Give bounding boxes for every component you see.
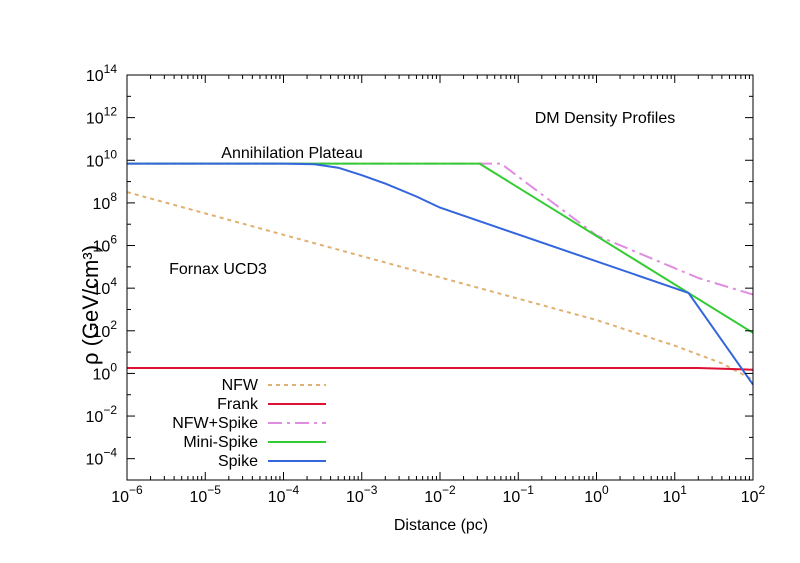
y-tick-label: 1012 <box>86 105 117 128</box>
y-tick-label: 1014 <box>86 62 117 85</box>
y-tick-label: 108 <box>93 190 118 213</box>
x-tick-label: 10−2 <box>424 483 456 506</box>
x-tick-label: 10−6 <box>111 483 143 506</box>
annotation-plateau: Annihilation Plateau <box>221 145 362 162</box>
legend-label: Mini-Spike <box>183 434 258 451</box>
y-tick-label: 100 <box>93 360 118 383</box>
chart-title: DM Density Profiles <box>535 110 675 127</box>
legend-label: Frank <box>217 396 259 413</box>
legend-label: Spike <box>218 453 258 470</box>
x-tick-label: 10−1 <box>503 483 535 506</box>
series-line-nfw <box>127 191 753 381</box>
x-axis-label: Distance (pc) <box>394 517 488 534</box>
y-tick-label: 106 <box>93 233 118 256</box>
x-tick-label: 10−4 <box>268 483 300 506</box>
y-tick-label: 102 <box>93 318 118 341</box>
x-tick-label: 100 <box>584 483 609 506</box>
series-line-spike <box>127 162 753 386</box>
series-group <box>127 162 753 386</box>
y-tick-label: 10−4 <box>86 446 118 469</box>
y-axis-label: ρ (GeV/cm³) <box>78 245 103 365</box>
x-tick-label: 10−3 <box>346 483 378 506</box>
x-tick-label: 10−5 <box>190 483 222 506</box>
y-tick-label: 104 <box>93 275 118 298</box>
x-tick-label: 102 <box>741 483 766 506</box>
y-tick-label: 10−2 <box>86 403 118 426</box>
series-line-frank <box>127 367 753 371</box>
series-line-mini-spike <box>127 162 753 334</box>
x-tick-label: 101 <box>663 483 688 506</box>
y-tick-label: 1010 <box>86 147 117 170</box>
legend-label: NFW <box>222 377 259 394</box>
legend-label: NFW+Spike <box>172 415 258 432</box>
annotation-galaxy: Fornax UCD3 <box>169 261 267 278</box>
